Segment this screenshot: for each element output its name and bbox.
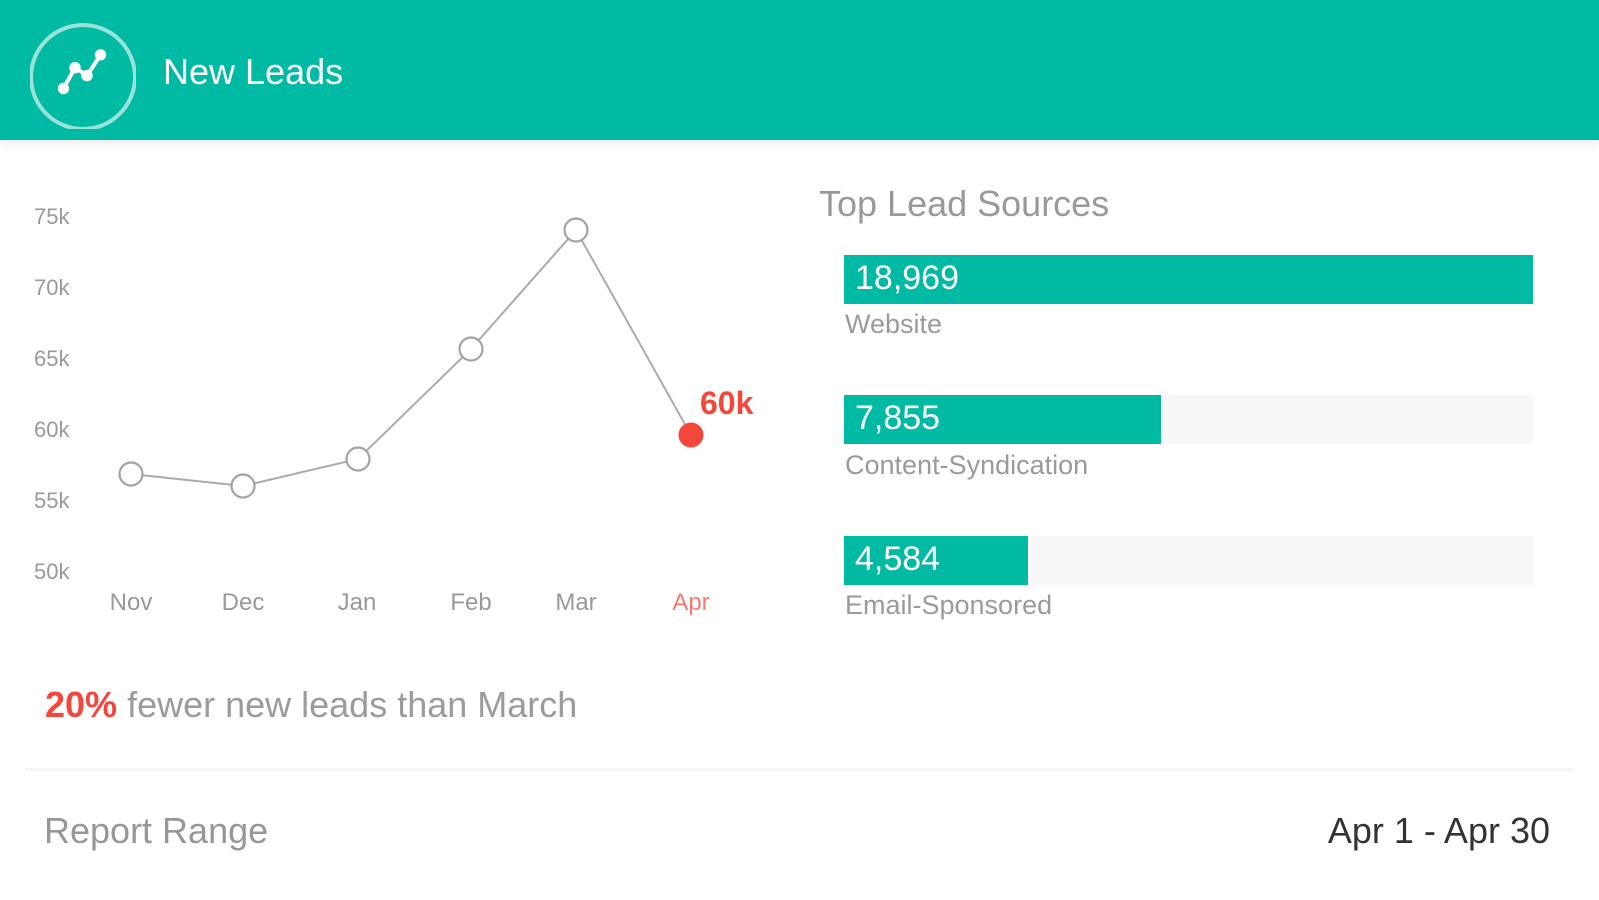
svg-text:65k: 65k <box>34 346 70 371</box>
svg-text:Dec: Dec <box>222 589 265 616</box>
svg-text:60k: 60k <box>34 417 70 442</box>
svg-text:Feb: Feb <box>450 589 491 616</box>
svg-text:Mar: Mar <box>555 589 596 616</box>
svg-text:Nov: Nov <box>110 589 153 616</box>
svg-text:60k: 60k <box>700 385 754 421</box>
svg-text:50k: 50k <box>34 559 70 584</box>
svg-text:Jan: Jan <box>338 589 377 616</box>
svg-text:75k: 75k <box>34 204 70 229</box>
svg-text:55k: 55k <box>34 488 70 513</box>
svg-text:Apr: Apr <box>672 589 709 616</box>
svg-text:70k: 70k <box>34 275 70 300</box>
